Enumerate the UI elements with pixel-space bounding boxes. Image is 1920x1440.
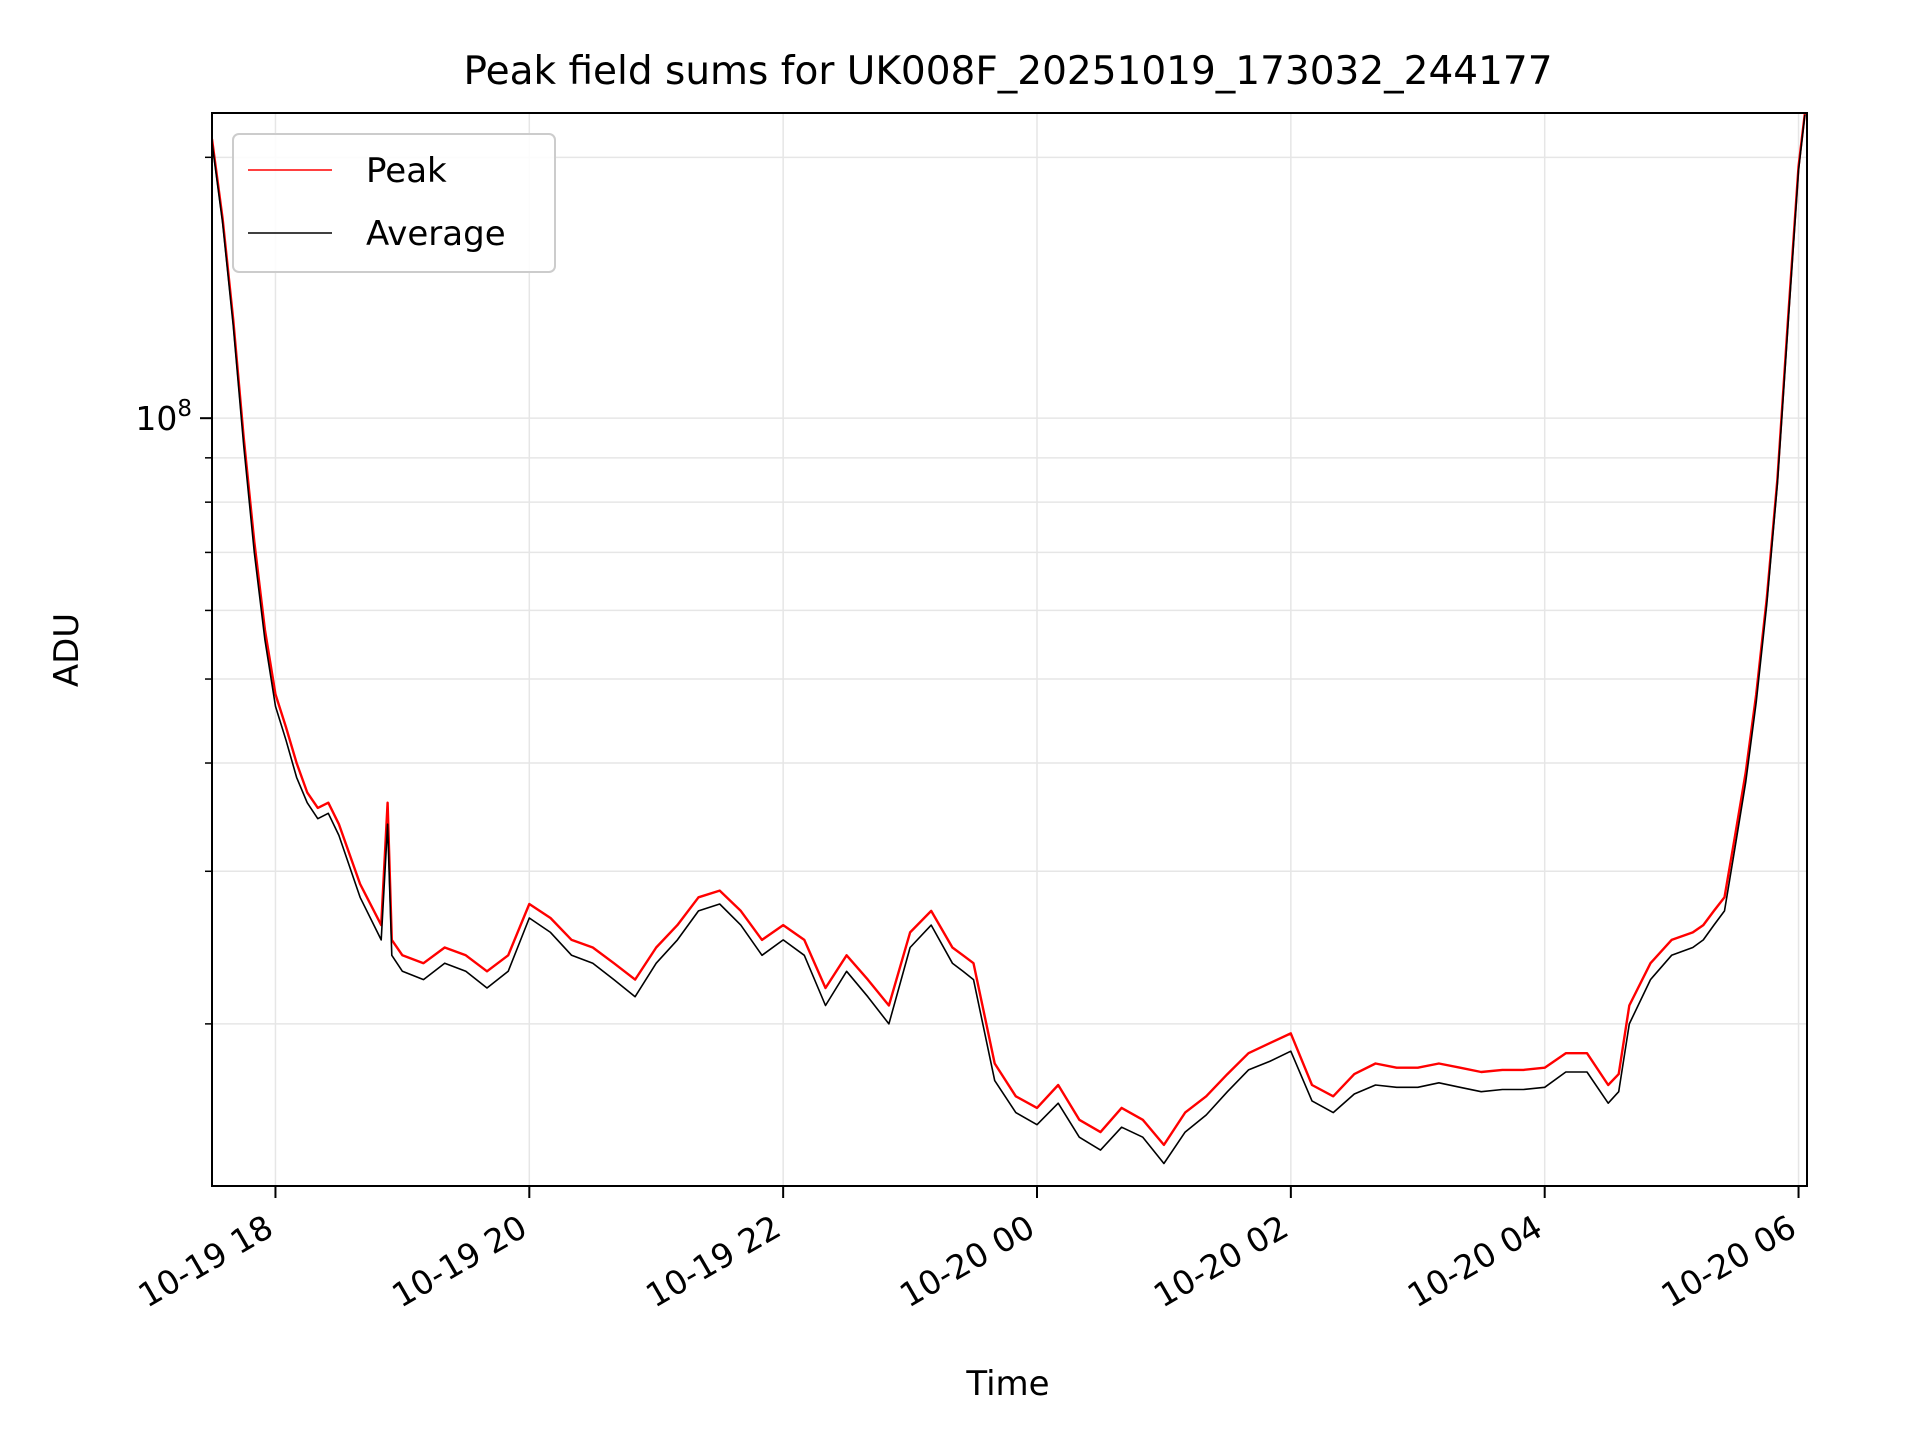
plot-background xyxy=(212,113,1807,1186)
legend-box xyxy=(232,133,556,273)
y-tick-label: 108 xyxy=(135,396,192,438)
plot-frame xyxy=(211,112,1808,1187)
series-lines xyxy=(212,113,1807,1165)
chart-title: Peak field sums for UK008F_20251019_1730… xyxy=(463,49,1552,94)
y-axis-label: ADU xyxy=(47,613,87,687)
grid-lines xyxy=(212,113,1807,1186)
legend-average-label: Average xyxy=(366,214,506,254)
x-axis-label: Time xyxy=(965,1364,1049,1404)
y-axis: 108 xyxy=(135,156,212,1025)
series-line-average xyxy=(212,114,1806,1165)
plot-area xyxy=(211,112,1808,1187)
legend: Peak Average xyxy=(232,133,556,273)
legend-peak-label: Peak xyxy=(366,151,447,191)
